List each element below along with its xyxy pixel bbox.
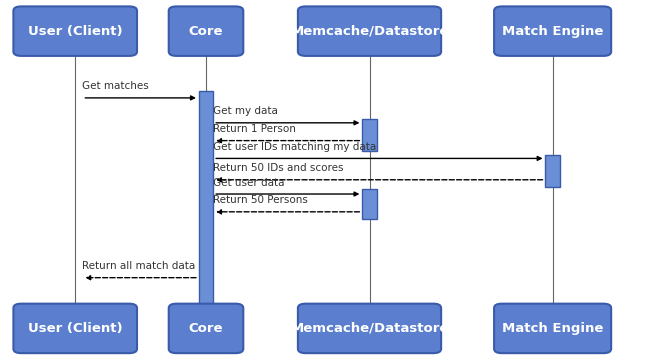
FancyBboxPatch shape bbox=[13, 304, 137, 353]
FancyBboxPatch shape bbox=[494, 6, 611, 56]
Text: Memcache/Datastore: Memcache/Datastore bbox=[290, 322, 449, 335]
FancyBboxPatch shape bbox=[362, 119, 377, 151]
Text: User (Client): User (Client) bbox=[28, 25, 122, 38]
Text: Get matches: Get matches bbox=[82, 82, 148, 91]
FancyBboxPatch shape bbox=[494, 304, 611, 353]
FancyBboxPatch shape bbox=[362, 189, 377, 219]
Text: Match Engine: Match Engine bbox=[502, 25, 604, 38]
Text: Core: Core bbox=[189, 322, 223, 335]
FancyBboxPatch shape bbox=[545, 155, 560, 187]
Text: Return 50 IDs and scores: Return 50 IDs and scores bbox=[213, 163, 343, 173]
Text: User (Client): User (Client) bbox=[28, 322, 122, 335]
Text: Get user data: Get user data bbox=[213, 178, 284, 188]
FancyBboxPatch shape bbox=[169, 6, 243, 56]
Text: Match Engine: Match Engine bbox=[502, 322, 604, 335]
Text: Return 50 Persons: Return 50 Persons bbox=[213, 195, 307, 205]
Text: Return 1 Person: Return 1 Person bbox=[213, 124, 296, 134]
FancyBboxPatch shape bbox=[199, 91, 213, 308]
Text: Core: Core bbox=[189, 25, 223, 38]
Text: Return all match data: Return all match data bbox=[82, 261, 195, 271]
FancyBboxPatch shape bbox=[298, 6, 441, 56]
Text: Get my data: Get my data bbox=[213, 106, 277, 116]
Text: Memcache/Datastore: Memcache/Datastore bbox=[290, 25, 449, 38]
FancyBboxPatch shape bbox=[13, 6, 137, 56]
FancyBboxPatch shape bbox=[169, 304, 243, 353]
FancyBboxPatch shape bbox=[298, 304, 441, 353]
Text: Get user IDs matching my data: Get user IDs matching my data bbox=[213, 142, 376, 152]
